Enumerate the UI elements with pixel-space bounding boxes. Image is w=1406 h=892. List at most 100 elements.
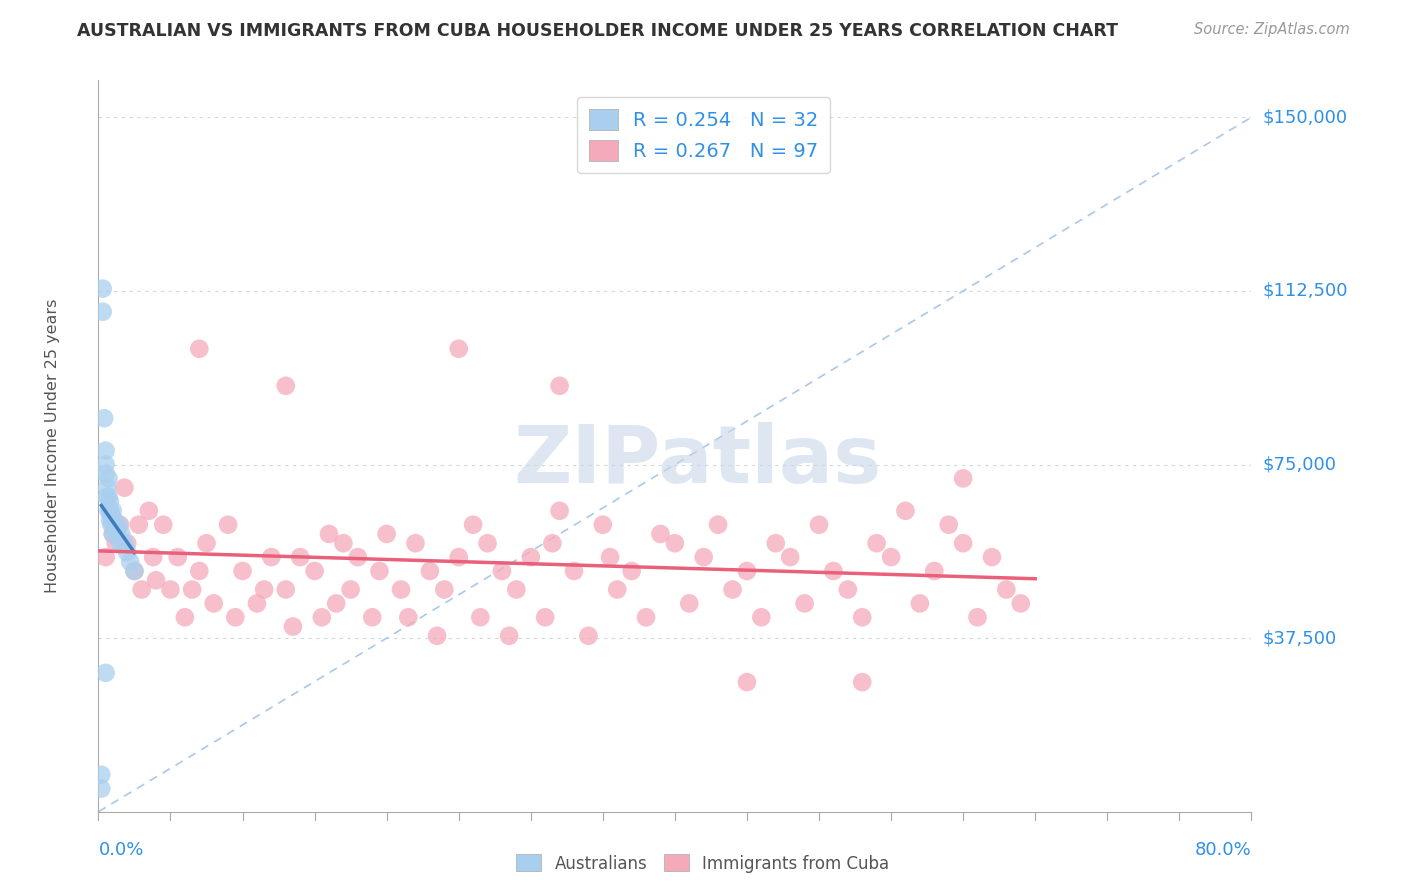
Point <box>138 504 160 518</box>
Legend: R = 0.254   N = 32, R = 0.267   N = 97: R = 0.254 N = 32, R = 0.267 N = 97 <box>576 97 831 173</box>
Point <box>90 767 112 781</box>
Point <box>97 504 120 518</box>
Point <box>188 564 211 578</box>
Point <box>103 513 125 527</box>
Point <box>346 550 368 565</box>
Point <box>908 596 931 610</box>
Point <box>693 550 716 565</box>
Point <box>131 582 153 597</box>
Point <box>498 629 520 643</box>
Point <box>375 527 398 541</box>
Point <box>112 481 135 495</box>
Point <box>491 564 513 578</box>
Point <box>396 610 419 624</box>
Point <box>101 527 124 541</box>
Point <box>97 471 120 485</box>
Point <box>981 550 1004 565</box>
Point <box>880 550 903 565</box>
Point <box>108 517 131 532</box>
Point <box>91 282 114 296</box>
Point <box>105 527 128 541</box>
Point <box>851 675 873 690</box>
Point <box>93 411 115 425</box>
Point <box>152 517 174 532</box>
Point <box>281 619 304 633</box>
Point <box>188 342 211 356</box>
Point <box>620 564 643 578</box>
Point <box>100 517 122 532</box>
Text: ZIPatlas: ZIPatlas <box>513 422 882 500</box>
Point <box>274 582 297 597</box>
Point <box>735 675 758 690</box>
Point <box>274 379 297 393</box>
Point <box>952 536 974 550</box>
Point <box>952 471 974 485</box>
Point <box>505 582 527 597</box>
Point <box>96 481 118 495</box>
Point <box>94 665 117 680</box>
Point <box>592 517 614 532</box>
Point <box>311 610 333 624</box>
Point <box>606 582 628 597</box>
Point <box>96 490 118 504</box>
Text: $112,500: $112,500 <box>1263 282 1348 300</box>
Point <box>534 610 557 624</box>
Point <box>181 582 204 597</box>
Point <box>260 550 283 565</box>
Point <box>166 550 188 565</box>
Point <box>707 517 730 532</box>
Point <box>174 610 197 624</box>
Point <box>120 555 142 569</box>
Point <box>678 596 700 610</box>
Legend: Australians, Immigrants from Cuba: Australians, Immigrants from Cuba <box>510 847 896 880</box>
Point <box>94 467 117 481</box>
Point <box>195 536 218 550</box>
Point <box>101 504 124 518</box>
Point <box>128 517 150 532</box>
Point <box>231 564 254 578</box>
Point <box>94 550 117 565</box>
Point <box>405 536 427 550</box>
Point <box>938 517 960 532</box>
Point <box>779 550 801 565</box>
Point <box>562 564 585 578</box>
Point <box>98 494 121 508</box>
Point <box>808 517 831 532</box>
Point <box>735 564 758 578</box>
Point <box>104 536 127 550</box>
Point <box>866 536 889 550</box>
Point <box>217 517 239 532</box>
Point <box>117 545 139 559</box>
Point <box>765 536 787 550</box>
Text: Source: ZipAtlas.com: Source: ZipAtlas.com <box>1194 22 1350 37</box>
Text: $150,000: $150,000 <box>1263 108 1347 127</box>
Point <box>304 564 326 578</box>
Point <box>721 582 744 597</box>
Point <box>98 513 121 527</box>
Point <box>966 610 988 624</box>
Point <box>117 536 139 550</box>
Point <box>995 582 1018 597</box>
Point <box>318 527 340 541</box>
Point <box>332 536 354 550</box>
Point <box>94 443 117 458</box>
Point <box>447 342 470 356</box>
Point <box>91 304 114 318</box>
Point <box>599 550 621 565</box>
Point <box>94 458 117 472</box>
Point <box>426 629 449 643</box>
Point <box>159 582 181 597</box>
Point <box>793 596 815 610</box>
Point <box>470 610 492 624</box>
Point <box>104 517 127 532</box>
Point <box>837 582 859 597</box>
Point <box>325 596 347 610</box>
Point <box>477 536 499 550</box>
Text: Householder Income Under 25 years: Householder Income Under 25 years <box>45 299 60 593</box>
Point <box>290 550 312 565</box>
Point <box>368 564 391 578</box>
Text: 0.0%: 0.0% <box>98 841 143 859</box>
Point <box>894 504 917 518</box>
Point <box>578 629 600 643</box>
Point <box>103 522 125 536</box>
